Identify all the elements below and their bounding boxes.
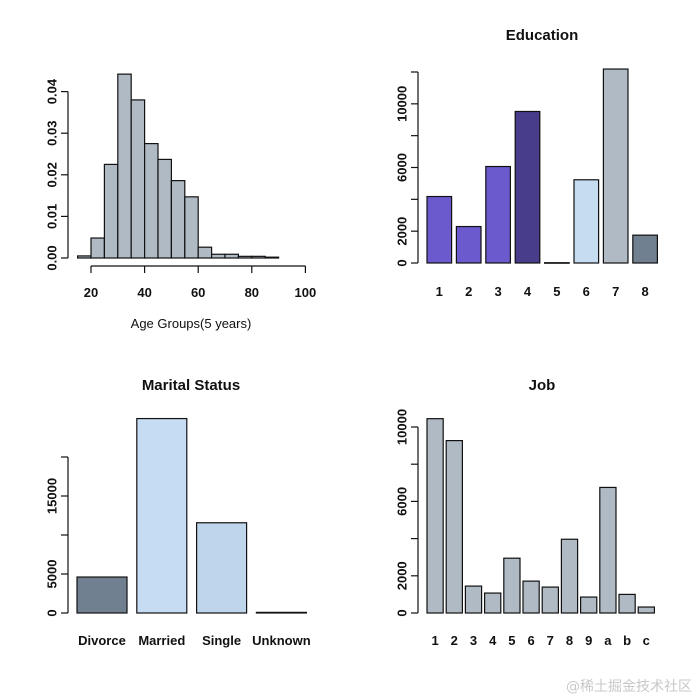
age-y-tick-label: 0.03 [45,121,60,146]
histogram-bar [224,253,239,259]
education-category-label: 3 [494,284,501,299]
job-bar [503,557,521,614]
marital-y-tick-label: 5000 [45,560,60,589]
marital-category-label: Divorce [78,633,126,648]
job-y-tick-label: 0 [395,609,410,616]
job-category-label: 5 [508,633,515,648]
watermark: @稀土掘金技术社区 [566,679,692,695]
histogram-bar [117,73,132,259]
job-category-label: 3 [470,633,477,648]
histogram-bar [103,163,119,259]
education-y-tick-label: 6000 [395,153,410,182]
age-y-tick-label: 0.04 [45,78,60,104]
education-bar [602,68,629,264]
job-category-label: b [623,633,631,648]
marital-y-tick-label: 0 [45,609,60,616]
education-y-tick-label: 2000 [395,217,410,246]
histogram-bar [251,255,266,259]
education-bar [485,165,511,264]
marital-bar [255,611,307,614]
job-chart-title: Job [529,377,556,394]
histogram-bar [130,99,146,259]
job-bar [445,439,464,614]
job-category-label: 7 [547,633,554,648]
job-category-label: 8 [566,633,573,648]
education-category-label: 1 [436,284,443,299]
histogram-bar [76,255,92,259]
job-category-label: 9 [585,633,592,648]
histogram-bar [237,255,253,259]
education-category-label: 2 [465,284,472,299]
marital-bar [76,576,128,614]
job-category-label: c [643,633,650,648]
job-chart-panel: Job 1 2 3 4 5 6 7 8 9 a b c 0 2000 6000 10000 [395,377,656,648]
job-bar [484,592,502,614]
education-chart-panel: Education 1 2 3 4 5 6 7 8 0 2000 6000 10000 [395,27,658,299]
education-bar [455,225,482,264]
education-bar [543,262,570,264]
education-bar [514,110,541,264]
marital-category-label: Single [202,633,241,648]
job-bar [464,585,483,614]
education-category-label: 8 [641,284,648,299]
education-category-label: 6 [583,284,590,299]
job-y-tick-label: 10000 [395,409,410,445]
job-bar [599,486,617,614]
job-bar [541,586,560,614]
job-category-label: a [604,633,612,648]
job-category-label: 2 [451,633,458,648]
histogram-bar [90,237,105,259]
job-y-tick-label: 2000 [395,561,410,590]
marital-bar [136,417,188,614]
education-chart-title: Education [506,27,579,44]
age-x-tick-label: 60 [191,285,205,300]
marital-status-chart-panel: Marital Status Divorce Married Single Unknow… [45,377,311,648]
education-bar [573,179,600,264]
job-category-label: 6 [527,633,534,648]
age-y-tick-label: 0.02 [45,162,60,187]
marital-category-label: Married [138,633,185,648]
job-category-label: 1 [431,633,438,648]
histogram-bar [197,246,213,259]
histogram-bar [184,196,199,259]
job-y-tick-label: 6000 [395,487,410,516]
histogram-bar [157,158,172,259]
marital-y-tick-label: 15000 [45,478,60,514]
age-histogram-panel: 0.00 0.01 0.02 0.03 0.04 20 40 60 80 100 Age Group… [45,73,317,331]
job-bar [637,606,656,614]
education-category-label: 4 [524,284,532,299]
age-y-tick-label: 0.01 [45,204,60,229]
job-bar [579,596,598,614]
education-category-label: 5 [553,284,560,299]
age-x-tick-label: 20 [84,285,98,300]
age-x-tick-label: 40 [137,285,151,300]
histogram-bar [211,253,226,259]
marital-bar [196,522,248,614]
education-y-tick-label: 10000 [395,86,410,122]
marital-category-label: Unknown [252,633,311,648]
job-bar [522,580,540,614]
education-bar [632,234,658,264]
job-bar [618,593,636,614]
histogram-bar [170,180,186,259]
age-x-tick-label: 100 [295,285,317,300]
histogram-bar [144,143,159,259]
age-y-tick-label: 0.00 [45,245,60,270]
marital-chart-title: Marital Status [142,377,240,394]
job-bar [426,418,444,614]
education-category-label: 7 [612,284,619,299]
education-bar [426,195,453,264]
job-category-label: 4 [489,633,497,648]
education-y-tick-label: 0 [395,259,410,266]
histogram-bar [264,256,280,259]
age-x-tick-label: 80 [245,285,259,300]
age-x-axis-label: Age Groups(5 years) [131,316,252,331]
job-bar [560,538,579,614]
